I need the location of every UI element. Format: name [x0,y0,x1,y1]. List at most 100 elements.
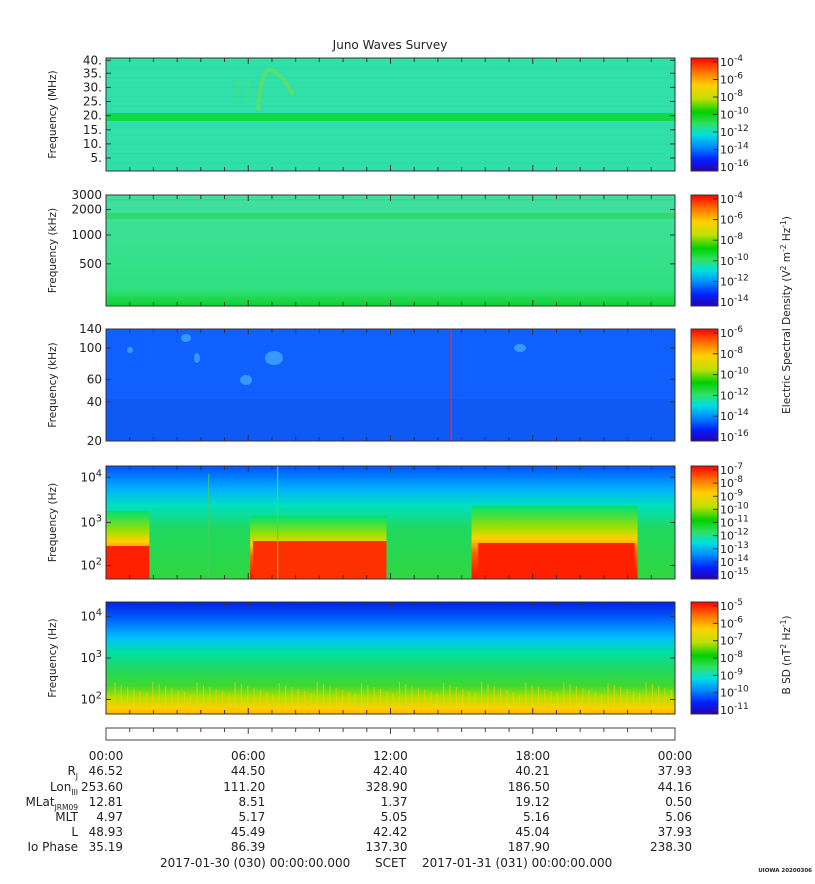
spike [664,688,666,714]
band-stripe [106,105,675,107]
colorbar-tick-label: 10-12 [720,273,749,288]
band-stripe [106,77,675,79]
spike [108,694,110,714]
spike [303,691,306,714]
emission-blob [265,351,283,365]
y-tick-label: 3000 [71,188,102,202]
spike [525,683,527,714]
y-tick-label: 20. [83,109,102,123]
spike [493,686,495,714]
colorbar-tick-label: 10-6 [720,212,743,227]
spike [120,685,122,714]
spike [607,683,609,714]
spectrogram-image [106,195,675,306]
burst-streak [235,75,251,103]
chart-title: Juno Waves Survey [332,38,448,52]
spike [620,687,622,714]
spike [139,691,141,714]
colorbar-tick-label: 10-11 [720,702,749,717]
spike [386,691,388,714]
ephemeris-value: 35.19 [89,840,123,854]
ephemeris-row-label: MLT [55,810,78,824]
y-tick-label: 2000 [71,202,102,216]
spike [411,686,413,714]
colorbar-tick-label: 10-5 [720,598,743,613]
band-stripe [106,124,675,126]
spike [240,684,242,714]
spike [626,689,628,714]
y-tick-label: 1000 [71,228,102,242]
interference-line [208,474,210,579]
scet-end: 2017-01-31 (031) 00:00:00.000 [422,856,612,870]
ephemeris-value: 37.93 [658,764,692,778]
ephemeris-value: 187.90 [508,840,550,854]
spike [177,690,179,714]
time-label: 00:00 [658,749,693,763]
spike [613,685,615,714]
band-stripe [106,86,675,88]
spike [335,688,337,714]
ephemeris-table: 00:00 06:00 12:00 18:00 00:00 RJ 46.52 44.50 42.… [25,749,692,854]
y-tick-label: 103 [80,514,102,530]
colorbars: 10-4 10-6 10-8 10-10 10-12 10-14 10-16 10-4 10-6… [690,54,749,717]
spike [253,688,255,714]
emission-blob [181,334,191,342]
spike [202,685,205,714]
colorbar-tick-label: 10-9 [720,667,743,682]
band-stripe [106,143,675,145]
spike [367,685,369,714]
band-stripe [106,67,675,69]
time-label: 12:00 [373,749,408,763]
ephemeris-value: 44.16 [658,780,692,794]
spike [164,686,167,714]
ephemeris-value: 48.93 [89,825,123,839]
spike [645,682,647,714]
spike [297,689,299,714]
interference-line [277,466,279,579]
y-tick-label: 140 [79,322,102,336]
ephemeris-value: 86.39 [231,840,265,854]
spike [259,690,261,714]
colorbar-tick-label: 10-10 [720,107,749,122]
colorbar-tick-label: 10-8 [720,232,743,247]
spectrogram-panel-3: 140 100 60 40 20 Frequency (kHz) [47,322,676,448]
emission-blob [194,353,200,363]
colorbar-1: 10-4 10-6 10-8 10-10 10-12 10-14 10-16 [690,54,749,174]
ephemeris-value: 46.52 [89,764,123,778]
spike [563,682,565,714]
spike [651,684,653,714]
ephemeris-value: 40.21 [515,764,549,778]
ephemeris-value: 5.16 [523,810,550,824]
colorbar-tick-label: 10-10 [720,253,749,268]
emission-blob [514,344,526,352]
band-stripe [106,134,675,136]
spike [556,693,559,714]
spike [348,692,350,714]
spike [291,687,293,714]
spike [126,687,129,714]
y-tick-label: 500 [79,257,102,271]
colorbar-tick-label: 10-10 [720,685,749,700]
spike [424,690,426,714]
spike [228,693,230,714]
spike [266,692,268,714]
interference-line [450,329,452,441]
ephemeris-value: 0.50 [665,795,692,809]
ephemeris-row-label: L [71,825,78,839]
spike [639,693,641,714]
spike [449,685,451,714]
spike [114,683,116,714]
spectrogram-panel-1: 40.35.30.25.20.15.10.5. Frequency (MHz) [47,53,676,172]
emission-blob [127,347,133,353]
spike [455,687,457,714]
spike [373,687,375,714]
ephemeris-value: 8.51 [239,795,266,809]
spike [462,689,464,714]
spike [158,684,160,714]
spike [658,686,660,714]
spike [133,689,135,714]
spike [310,693,312,714]
colorbar-5: 10-5 10-6 10-7 10-8 10-9 10-10 10-11 [690,598,749,717]
y-tick-label: 104 [80,468,102,484]
ephemeris-value: 238.30 [650,840,692,854]
